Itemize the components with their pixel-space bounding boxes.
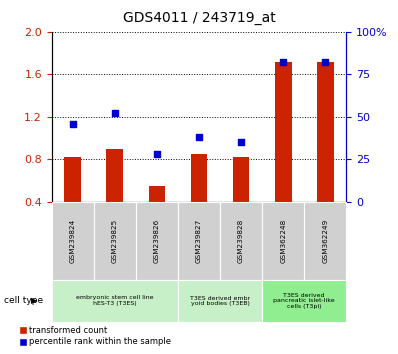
Text: GSM362249: GSM362249	[322, 218, 328, 263]
Bar	[106, 149, 123, 202]
Bar	[275, 62, 292, 202]
Text: cell type: cell type	[4, 296, 43, 306]
Text: ▶: ▶	[31, 296, 37, 306]
Point	[280, 59, 286, 65]
Text: GSM239826: GSM239826	[154, 218, 160, 263]
Point	[322, 59, 328, 65]
Text: GSM239827: GSM239827	[196, 218, 202, 263]
Bar	[148, 186, 165, 202]
Bar	[317, 62, 334, 202]
Text: GSM362248: GSM362248	[280, 218, 286, 263]
Legend: transformed count, percentile rank within the sample: transformed count, percentile rank withi…	[16, 322, 175, 350]
Point	[112, 110, 118, 116]
Text: GSM239825: GSM239825	[112, 218, 118, 263]
Text: GDS4011 / 243719_at: GDS4011 / 243719_at	[123, 11, 275, 25]
Text: T3ES derived
pancreatic islet-like
cells (T3pi): T3ES derived pancreatic islet-like cells…	[273, 293, 335, 309]
Point	[238, 139, 244, 145]
Point	[154, 152, 160, 157]
Point	[196, 135, 202, 140]
Bar	[233, 157, 250, 202]
Bar	[64, 157, 81, 202]
Text: GSM239824: GSM239824	[70, 218, 76, 263]
Bar	[191, 154, 207, 202]
Text: T3ES derived embr
yoid bodies (T3EB): T3ES derived embr yoid bodies (T3EB)	[190, 296, 250, 306]
Text: GSM239828: GSM239828	[238, 218, 244, 263]
Text: embryonic stem cell line
hES-T3 (T3ES): embryonic stem cell line hES-T3 (T3ES)	[76, 296, 154, 306]
Point	[70, 121, 76, 126]
